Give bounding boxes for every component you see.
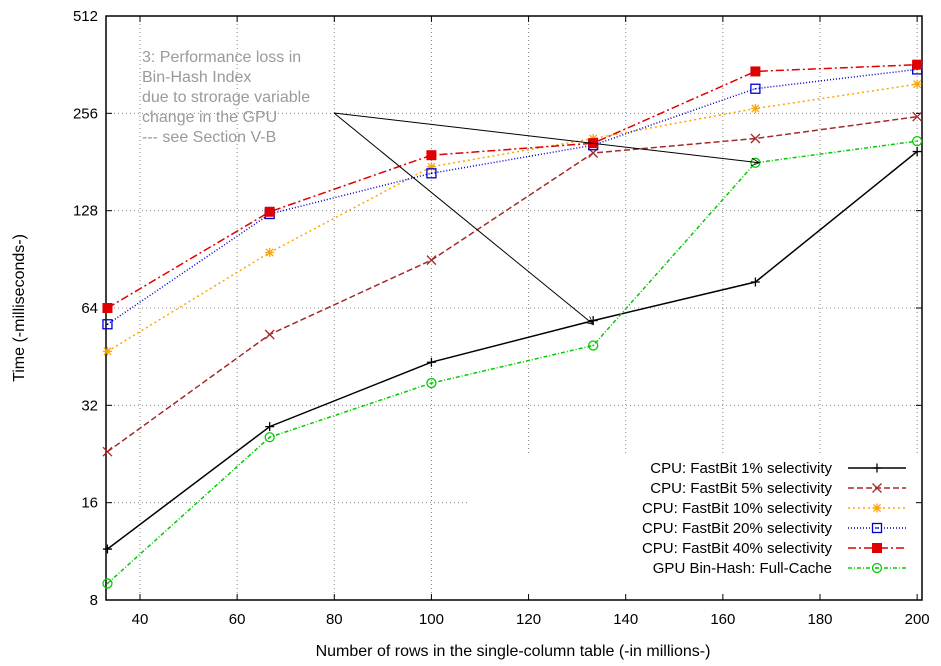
annotation-arrow-1 [333,112,759,163]
series-2-point [912,111,923,122]
series-5-point [750,66,761,77]
x-axis-title: Number of rows in the single-column tabl… [316,643,711,660]
series-6-point [102,578,113,589]
series-6-point [264,432,275,443]
series-line-2 [107,115,918,453]
series-6-point [911,135,923,147]
annotation: 3: Performance loss in Bin-Hash Index due … [142,49,759,324]
x-tick-label: 80 [326,611,343,628]
series-5-point [102,303,113,313]
series-1-point [265,422,275,432]
legend-label-4: CPU: FastBit 20% selectivity [642,520,833,537]
series-4-point [750,83,761,94]
series-2-point [750,133,761,144]
y-tick-label: 64 [81,300,98,317]
y-tick-label: 8 [90,592,98,609]
series-6-point-dot [268,436,271,439]
annotation-line-4: change in the GPU [142,109,277,126]
series-6-point-dot [106,582,109,585]
x-tick-label: 40 [132,611,149,628]
legend-label-2: CPU: FastBit 5% selectivity [650,480,832,497]
series-1-point [426,357,436,367]
y-tick-label: 512 [73,8,98,25]
series-5-point [912,59,923,70]
annotation-line-2: Bin-Hash Index [142,69,251,86]
x-tick-label: 100 [419,611,444,628]
series-2-point [426,255,437,266]
series-6-point-dot [916,140,919,143]
series-line-3 [107,83,918,353]
series-1-point [102,544,112,554]
series-3-point [426,162,436,172]
legend-label-1: CPU: FastBit 1% selectivity [650,460,832,477]
annotation-line-3: due to strorage variable [142,89,310,106]
series-4-point-dot [754,87,757,90]
series-1-point [912,147,922,157]
legend-label-3: CPU: FastBit 10% selectivity [642,500,833,517]
series-2-point [264,329,275,340]
annotation-line-5: --- see Section V-B [142,129,276,146]
y-tick-label: 16 [81,495,98,512]
x-tick-label: 60 [229,611,246,628]
series-line-6 [106,140,918,585]
legend-marker-6 [871,562,883,574]
y-tick-label: 128 [73,203,98,220]
y-axis-title: Time (-milliseconds-) [11,234,28,382]
series-5-point [426,150,437,161]
series-6-point [426,377,437,389]
series-4-point [102,319,113,330]
legend-marker-4 [871,522,883,534]
series-4-point [426,168,437,179]
axes: 40 60 80 100 120 140 160 180 200 8 16 32 64 128 256 512 [73,8,930,628]
legend: CPU: FastBit 1% selectivity CPU: FastBit … [642,460,906,577]
legend-marker-1 [872,463,882,473]
series-1-point [750,277,760,287]
series-lines [106,63,918,585]
x-tick-label: 140 [613,611,638,628]
series-4-point-dot [430,172,433,175]
legend-marker-2 [872,483,882,493]
series-3-point [102,346,112,356]
legend-marker-3 [872,503,882,513]
legend-marker-6-dot [876,567,878,569]
series-5-point [264,206,275,217]
series-4-point-dot [106,323,109,326]
annotation-line-1: 3: Performance loss in [142,49,301,66]
series-3-point [912,79,922,89]
series-3-point [265,248,275,258]
legend-marker-5 [872,543,882,553]
series-2-point [102,446,113,457]
x-tick-label: 160 [710,611,735,628]
legend-marker-4-dot [876,527,878,529]
y-tick-label: 256 [73,105,98,122]
series-3-point [750,103,760,113]
series-6-point [588,340,599,351]
y-tick-label: 32 [81,397,98,414]
series-line-4 [107,68,918,325]
legend-label-5: CPU: FastBit 40% selectivity [642,540,833,557]
x-tick-label: 120 [516,611,541,628]
series-line-5 [107,63,918,309]
x-tick-label: 180 [807,611,832,628]
x-tick-label: 200 [905,611,930,628]
series-line-1 [107,151,918,550]
legend-label-6: GPU Bin-Hash: Full-Cache [653,560,832,577]
series-6-point-dot [592,344,595,347]
series-6-point-dot [430,382,433,384]
annotation-arrow-2 [333,112,593,324]
